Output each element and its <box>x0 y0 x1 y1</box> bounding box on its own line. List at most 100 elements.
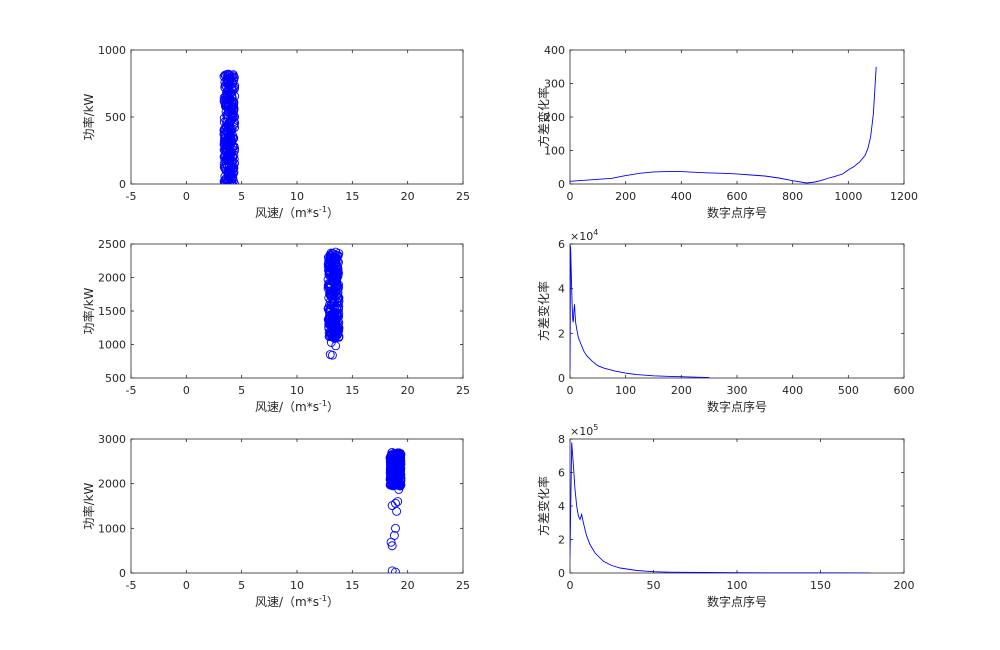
x-tick-label: 5 <box>238 190 245 203</box>
x-tick-label: 20 <box>401 190 415 203</box>
x-tick-label: 0 <box>567 190 574 203</box>
scatter-point <box>391 474 400 484</box>
x-tick-label: 100 <box>727 579 748 592</box>
scatter-point <box>223 128 233 138</box>
plot-area <box>323 247 344 360</box>
scatter-point <box>226 147 236 157</box>
x-tick-label: 0 <box>183 190 190 203</box>
y-tick-label: 400 <box>544 44 565 57</box>
scatter-point <box>386 467 396 477</box>
x-tick-label: 5 <box>238 579 245 592</box>
x-tick-label: 10 <box>290 384 304 397</box>
scatter-point <box>222 78 232 88</box>
scatter-point <box>226 104 236 114</box>
scatter-point <box>225 178 234 184</box>
y-tick-label: 2 <box>558 327 565 340</box>
scatter-point <box>229 120 239 130</box>
x-tick-label: 800 <box>782 190 803 203</box>
series-line <box>570 66 877 184</box>
scatter-point <box>391 498 400 508</box>
scatter-point <box>222 112 232 122</box>
scatter-point <box>222 133 232 143</box>
subplot-6: 0 50 100 150 200 0 2 4 6 8 ×105 数字点序号 方差变化率 <box>536 423 915 609</box>
scatter-point <box>227 136 237 146</box>
y-axis-label: 方差变化率 <box>536 87 551 147</box>
plot-area <box>570 246 710 378</box>
scatter-point <box>228 109 238 119</box>
scatter-point <box>228 152 238 162</box>
x-tick-label: 0 <box>567 579 574 592</box>
y-tick-label: 0 <box>119 567 126 580</box>
x-tick-label: 1000 <box>834 190 862 203</box>
scatter-point <box>387 447 397 457</box>
axes-frame <box>569 49 905 185</box>
x-tick-label: -5 <box>126 384 137 397</box>
scatter-point <box>229 163 239 173</box>
scatter-point <box>228 85 238 95</box>
scatter-point <box>389 531 399 540</box>
y-tick-label: 2000 <box>98 478 126 491</box>
x-tick-label: 100 <box>615 384 636 397</box>
axes-frame <box>130 438 464 574</box>
scatter-point <box>328 271 338 281</box>
x-tick-label: 500 <box>838 384 859 397</box>
scatter-point <box>394 485 404 494</box>
scatter-point <box>393 463 403 473</box>
x-tick-label: 200 <box>671 384 692 397</box>
scatter-point <box>226 125 236 135</box>
x-tick-label: 15 <box>345 384 359 397</box>
scatter-point <box>394 453 404 463</box>
x-axis-label: 数字点序号 <box>707 399 767 414</box>
scatter-point <box>387 541 397 551</box>
x-tick-label: 5 <box>238 384 245 397</box>
y-tick-label: 8 <box>558 433 565 446</box>
scatter-point <box>221 166 231 176</box>
axes-frame <box>130 49 464 185</box>
scatter-point <box>387 479 397 489</box>
scatter-point <box>221 144 231 154</box>
x-axis-label: 风速/（m*s-1） <box>255 594 339 609</box>
scatter-point <box>386 470 396 480</box>
scatter-point <box>226 75 236 84</box>
scatter-point <box>396 474 406 483</box>
scatter-point <box>391 567 400 573</box>
x-tick-label: 0 <box>567 384 574 397</box>
scatter-point <box>222 155 232 165</box>
x-axis-label: 风速/（m*s-1） <box>255 399 339 414</box>
scatter-point <box>227 178 237 184</box>
scatter-point <box>230 81 240 91</box>
subplot-4: 0 100 200 300 400 500 600 0 2 4 6 ×104 数字点序号 方差变化率 <box>536 228 915 414</box>
scatter-point <box>228 131 238 141</box>
x-tick-label: 15 <box>345 579 359 592</box>
scatter-point <box>391 523 400 533</box>
y-axis-label: 方差变化率 <box>536 281 551 341</box>
y-tick-label: 300 <box>544 78 565 91</box>
scatter-point <box>333 293 343 303</box>
y-tick-label: 0 <box>119 178 126 191</box>
x-tick-label: 20 <box>401 384 415 397</box>
y-axis-label: 功率/kW <box>81 482 96 529</box>
plot-area <box>570 66 877 184</box>
x-tick-label: 10 <box>290 190 304 203</box>
y-exponent-label: ×104 <box>570 228 598 243</box>
x-tick-label: 600 <box>727 190 748 203</box>
plot-area <box>385 447 406 573</box>
y-tick-label: 2 <box>558 534 565 547</box>
y-exponent-label: ×105 <box>570 423 598 438</box>
scatter-point <box>223 107 233 117</box>
axes-frame <box>569 438 905 574</box>
scatter-point <box>387 566 397 573</box>
x-tick-label: 1200 <box>890 190 918 203</box>
x-tick-label: 20 <box>401 579 415 592</box>
scatter-point <box>223 150 233 159</box>
y-tick-label: 100 <box>544 145 565 158</box>
x-tick-label: 10 <box>290 579 304 592</box>
series-line <box>570 442 871 573</box>
subplot-3: -5 0 5 10 15 20 25 500 1000 1500 2000 2500 风速/（m*s-1… <box>81 238 470 414</box>
x-tick-label: 150 <box>810 579 831 592</box>
scatter-point <box>223 69 233 79</box>
y-tick-label: 1000 <box>98 44 126 57</box>
y-tick-label: 1000 <box>98 339 126 352</box>
x-tick-label: 15 <box>345 190 359 203</box>
